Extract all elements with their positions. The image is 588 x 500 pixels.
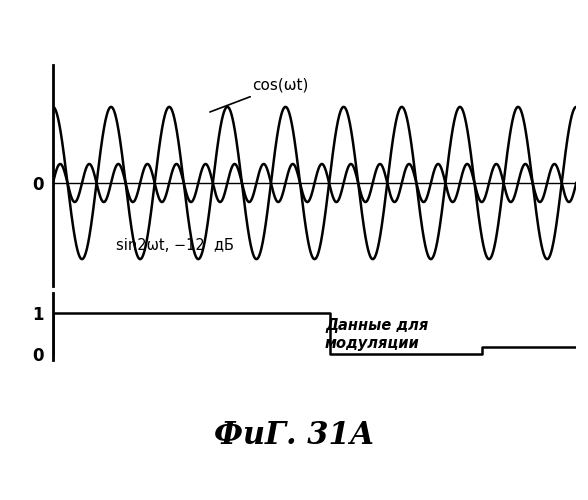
Text: Данные для
модуляции: Данные для модуляции (325, 318, 428, 350)
Text: cos(ωt): cos(ωt) (210, 78, 308, 112)
Text: sin2ωt, −12  дБ: sin2ωt, −12 дБ (116, 238, 233, 253)
Text: ФиГ. 31А: ФиГ. 31А (213, 420, 375, 450)
